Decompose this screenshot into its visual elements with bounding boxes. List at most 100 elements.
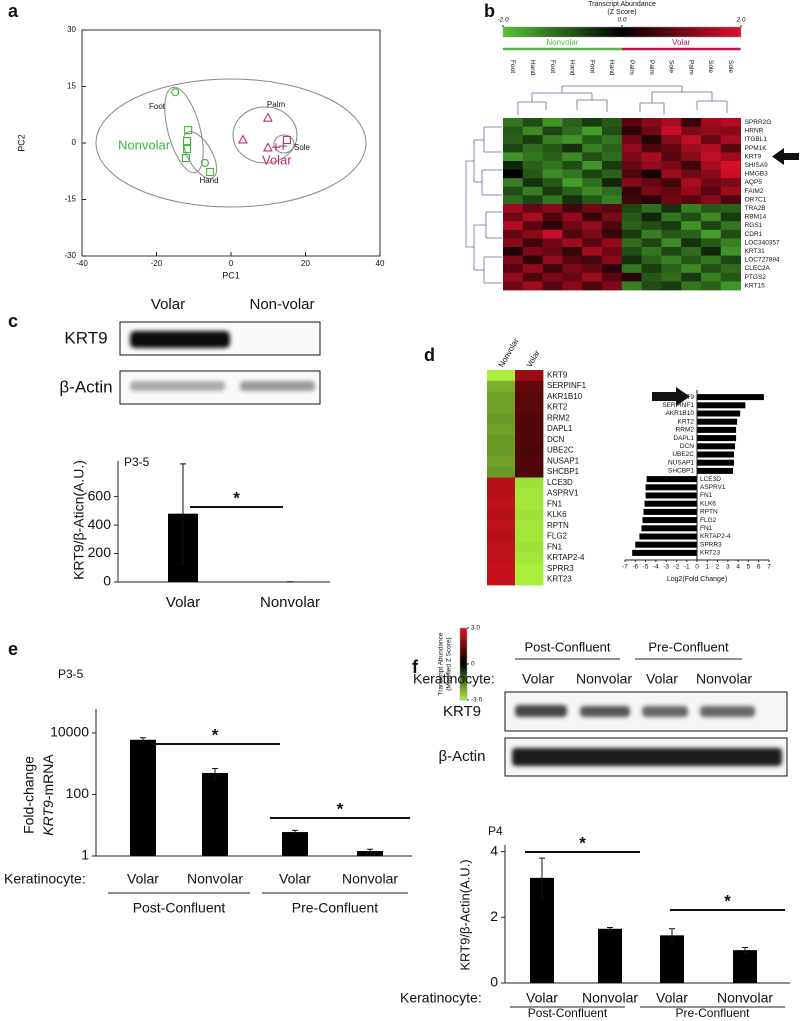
x-tick-label: 4	[736, 564, 740, 571]
category-label: AKR1B10	[665, 410, 694, 417]
heat-cell	[681, 126, 702, 136]
point	[262, 112, 273, 122]
row-label: HRNR	[745, 128, 764, 135]
heat-cell	[487, 509, 516, 521]
heat-cell	[515, 370, 544, 382]
heat-cell	[602, 186, 623, 196]
colorbar-tick-label: 0.0	[617, 17, 626, 24]
heat-cell	[503, 195, 524, 205]
error-bar	[539, 857, 545, 899]
heat-cell	[562, 238, 583, 248]
panel-label: c	[8, 311, 18, 331]
point	[206, 167, 215, 177]
category-label: DCN	[680, 443, 694, 450]
column-label: Hand	[608, 60, 615, 76]
heat-cell	[661, 135, 682, 145]
heat-cell	[602, 264, 623, 274]
heat-cell	[641, 247, 662, 256]
heat-cell	[487, 423, 516, 435]
heat-cell	[701, 264, 722, 274]
column-label: Sole	[727, 60, 734, 73]
category-label: FN1	[700, 525, 713, 532]
row-label: RBM14	[745, 214, 767, 221]
heat-cell	[661, 255, 682, 265]
column-label: Nonvolar	[497, 337, 521, 370]
colorbar-tick-label: -3.0	[471, 697, 483, 704]
heat-cell	[562, 135, 583, 145]
colorbar-tick-label: 3.0	[471, 625, 480, 632]
series-label: Volar	[262, 152, 292, 167]
group-label: Nonvolar	[546, 38, 578, 47]
heat-cell	[515, 466, 544, 478]
heat-cell	[641, 195, 662, 205]
x-axis-label: Log2(Fold Change)	[667, 576, 727, 583]
x-tick-label: -1	[684, 564, 690, 571]
colorbar-tick-label: 2.0	[735, 17, 745, 24]
category-label: SPRR3	[700, 541, 722, 548]
heat-cell	[661, 126, 682, 136]
point	[282, 135, 291, 145]
x-tick-label: -6	[632, 564, 638, 571]
heat-cell	[542, 264, 563, 274]
bar	[130, 739, 156, 856]
heat-cell	[503, 255, 524, 265]
y-tick-label: 0	[490, 974, 498, 990]
bar	[639, 533, 697, 540]
heat-cell	[582, 178, 603, 188]
blot-band	[515, 705, 567, 717]
row-label: CLEC2A	[745, 265, 771, 272]
colorbar-title: Transcript Abundance	[438, 632, 445, 695]
colorbar-tick-label: 0	[471, 661, 475, 668]
heat-cell	[487, 391, 516, 403]
heat-cell	[503, 143, 524, 153]
heat-cell	[515, 542, 544, 554]
blot-band	[240, 381, 315, 391]
category-label: ASPRV1	[700, 484, 726, 491]
heat-cell	[701, 186, 722, 196]
y-tick-label: 400	[88, 516, 112, 532]
category-label: KRT23	[700, 550, 720, 557]
row-label: KRT2	[547, 403, 568, 412]
column-label: Hand	[529, 60, 536, 76]
heat-cell	[542, 204, 563, 213]
heat-cell	[621, 143, 642, 153]
heat-cell	[542, 152, 563, 162]
heat-cell	[661, 143, 682, 153]
heat-cell	[542, 135, 563, 145]
heat-cell	[602, 212, 623, 222]
heat-cell	[562, 264, 583, 274]
row-label: LOC340357	[745, 239, 780, 246]
heat-cell	[681, 143, 702, 153]
heat-cell	[681, 186, 702, 196]
heat-cell	[621, 169, 642, 179]
heat-cell	[621, 195, 642, 205]
heat-cell	[720, 195, 741, 205]
heat-cell	[602, 204, 623, 213]
heat-cell	[487, 370, 516, 382]
heat-cell	[522, 135, 543, 145]
row-label: RRM2	[547, 413, 570, 422]
row-label: FAIM2	[745, 188, 764, 195]
heat-cell	[661, 118, 682, 127]
heat-cell	[701, 143, 722, 153]
blot-band	[130, 381, 225, 391]
heat-cell	[621, 126, 642, 136]
column-label: Foot	[588, 60, 595, 73]
row-label: ASPRV1	[547, 489, 579, 498]
heat-cell	[641, 281, 662, 291]
colorbar	[459, 627, 468, 701]
category-label: RRM2	[676, 427, 695, 434]
x-tick-label: 0	[695, 564, 699, 571]
heat-cell	[681, 118, 702, 127]
heat-cell	[661, 161, 682, 170]
x-tick-label: 7	[767, 564, 771, 571]
bar	[642, 517, 697, 524]
heat-cell	[515, 520, 544, 532]
heat-cell	[542, 161, 563, 170]
heat-cell	[701, 169, 722, 179]
error-bar	[212, 767, 218, 781]
annotation: Foot	[149, 102, 166, 111]
heat-cell	[542, 247, 563, 256]
heat-cell	[562, 126, 583, 136]
heat-cell	[503, 169, 524, 179]
